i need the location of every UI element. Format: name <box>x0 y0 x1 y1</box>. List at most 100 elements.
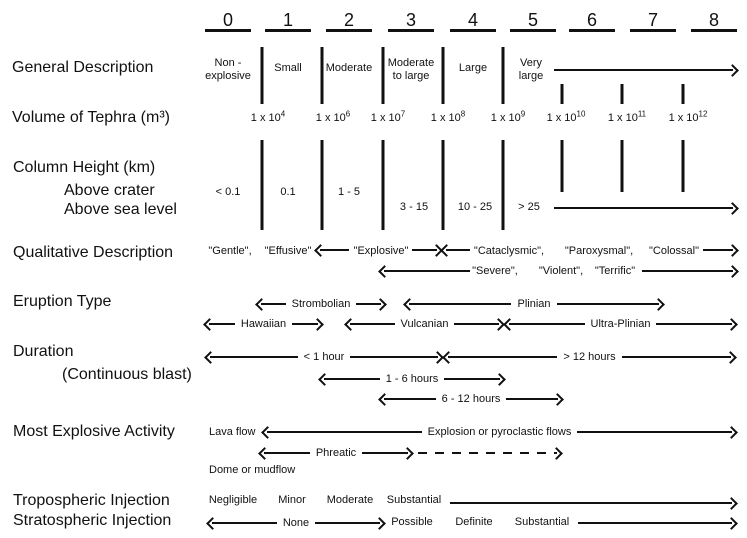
arrow-line <box>450 502 732 504</box>
row-label-duration: Duration <box>13 343 74 360</box>
vei-index-4: 4 <box>467 10 479 30</box>
arrow-height-range <box>554 201 739 215</box>
arrowhead-left-icon <box>204 350 217 364</box>
column-tick <box>620 84 624 104</box>
tephra-value-1: 1 x 106 <box>316 110 350 125</box>
arrow-line <box>384 398 436 400</box>
arrow-gt-12-hours: > 12 hours <box>442 350 737 364</box>
tephra-base: 1 x 10 <box>370 112 401 124</box>
arrow-line <box>384 270 470 272</box>
tephra-value-7: 1 x 1012 <box>668 110 708 125</box>
column-divider <box>260 140 264 230</box>
header-underline <box>265 29 311 32</box>
duration-lt-1-hour: < 1 hour <box>303 350 345 363</box>
arrowhead-right-icon <box>550 446 563 460</box>
arrow-phreatic: Phreatic <box>258 446 414 460</box>
activity-lava-flow: Lava flow <box>209 426 256 438</box>
qualitative-terrific: "Terrific" <box>594 265 636 277</box>
arrow-very-large-range <box>554 63 739 77</box>
tephra-value-3: 1 x 108 <box>431 109 466 125</box>
qualitative-gentle: "Gentle", <box>208 245 252 257</box>
arrow-cataclysmic-left <box>440 243 470 257</box>
arrowhead-right-icon <box>724 350 737 364</box>
column-divider <box>320 47 324 104</box>
column-divider <box>260 47 264 104</box>
arrowhead-left-icon <box>314 243 327 257</box>
duration-1-6-hours: 1 - 6 hours <box>385 372 439 385</box>
arrow-line <box>261 303 286 305</box>
arrowhead-right-icon <box>725 516 738 530</box>
arrowhead-right-icon <box>726 63 739 77</box>
column-divider <box>381 47 385 104</box>
tephra-base: 1 x 10 <box>668 112 699 124</box>
eruption-type-strombolian: Strombolian <box>291 297 351 310</box>
stratospheric-definite: Definite <box>455 516 493 528</box>
sea-value-1: 10 - 25 <box>457 201 493 213</box>
column-tick <box>681 140 685 192</box>
activity-phreatic-label: Phreatic <box>315 446 357 459</box>
arrow-line <box>656 323 733 325</box>
tephra-exponent: 8 <box>460 109 466 119</box>
row-label-continuous-blast: (Continuous blast) <box>62 366 192 383</box>
tephra-base: 1 x 10 <box>546 112 577 124</box>
header-underline <box>450 29 496 32</box>
arrow-line <box>267 431 422 433</box>
row-label-qualitative: Qualitative Description <box>13 244 174 261</box>
arrow-line <box>210 356 298 358</box>
header-underline <box>205 29 251 32</box>
column-divider <box>441 47 445 104</box>
arrow-severe-left <box>378 264 470 278</box>
arrow-line <box>703 249 733 251</box>
column-divider <box>441 140 445 230</box>
general-cell-3: Moderate to large <box>387 57 435 82</box>
tephra-exponent: 10 <box>576 109 586 119</box>
row-label-most-explosive: Most Explosive Activity <box>13 423 175 440</box>
eruption-type-plinian: Plinian <box>517 297 551 310</box>
qualitative-effusive: "Effusive" <box>264 245 312 257</box>
arrow-line <box>506 398 559 400</box>
arrow-line <box>444 378 500 380</box>
arrow-line <box>448 356 558 358</box>
arrowhead-right-icon <box>551 392 564 406</box>
arrow-dashed-line <box>418 452 557 454</box>
general-cell-2: Moderate <box>325 62 373 74</box>
arrowhead-right-icon <box>726 264 739 278</box>
arrow-1-6-hours: 1 - 6 hours <box>318 372 506 386</box>
tephra-exponent: 9 <box>520 109 526 119</box>
tropospheric-moderate: Moderate <box>326 494 374 506</box>
vei-index-8: 8 <box>708 10 720 30</box>
arrowhead-left-icon <box>261 425 274 439</box>
arrowhead-left-icon <box>440 243 453 257</box>
arrow-line <box>577 431 733 433</box>
tephra-exponent: 7 <box>400 109 406 119</box>
arrow-tropospheric-range <box>450 496 738 510</box>
arrow-ultra-plinian: Ultra-Plinian <box>503 317 738 331</box>
vei-index-0: 0 <box>222 10 234 30</box>
header-underline <box>630 29 676 32</box>
duration-gt-12-hours: > 12 hours <box>563 350 616 363</box>
column-tick <box>620 140 624 192</box>
arrow-line <box>264 452 310 454</box>
arrow-line <box>350 356 439 358</box>
crater-value-1: 0.1 <box>280 186 296 198</box>
vei-index-2: 2 <box>343 10 355 30</box>
arrowhead-right-icon <box>652 297 665 311</box>
arrow-line <box>320 249 349 251</box>
row-label-volume-tephra: Volume of Tephra (m³) <box>12 109 170 126</box>
arrowhead-left-icon <box>344 317 357 331</box>
qualitative-explosive: "Explosive" <box>353 245 409 257</box>
arrow-stratospheric-range <box>578 516 738 530</box>
row-label-above-crater: Above crater <box>64 182 155 199</box>
stratospheric-possible: Possible <box>391 516 433 528</box>
tephra-exponent: 11 <box>637 109 647 119</box>
header-underline <box>691 29 737 32</box>
arrow-line <box>212 522 277 524</box>
arrowhead-right-icon <box>311 317 324 331</box>
general-cell-0: Non - explosive <box>205 57 251 82</box>
arrowhead-left-icon <box>258 446 271 460</box>
header-underline <box>388 29 434 32</box>
row-label-stratospheric: Stratospheric Injection <box>13 512 172 529</box>
qualitative-cataclysmic: "Cataclysmic", <box>473 245 545 257</box>
vei-index-1: 1 <box>282 10 294 30</box>
